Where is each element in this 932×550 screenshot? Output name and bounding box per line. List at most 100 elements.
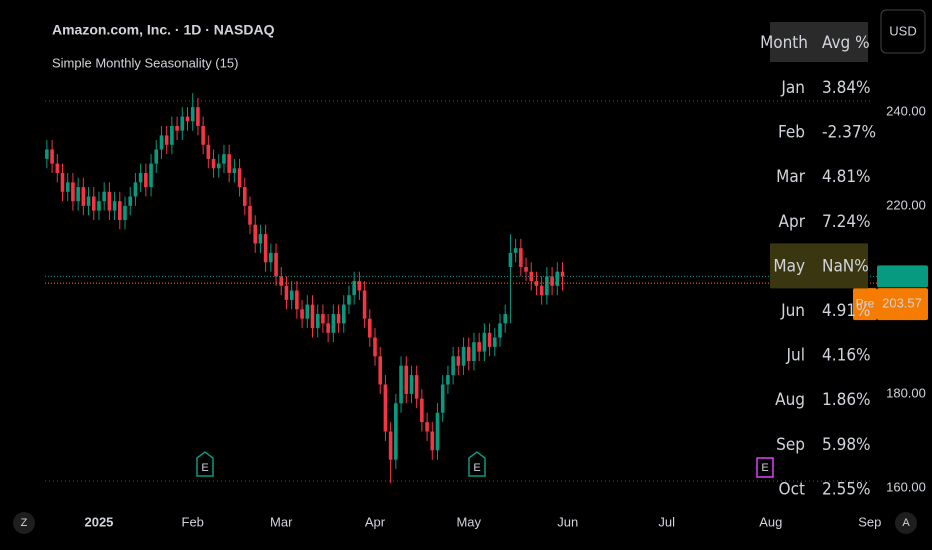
candle-body — [91, 196, 96, 211]
candle-body — [519, 248, 523, 267]
currency-button[interactable] — [880, 9, 926, 54]
candle-body — [513, 248, 518, 253]
y-tick-label: 240.00 — [886, 103, 926, 118]
candle-body — [149, 163, 153, 188]
table-month: May — [773, 256, 805, 276]
candle-body — [242, 187, 247, 206]
candle-body — [196, 107, 200, 126]
candle-body — [550, 276, 554, 286]
axis-button-label: Z — [21, 517, 28, 529]
candle-body — [253, 224, 258, 244]
candle-body — [138, 172, 143, 183]
candle-body — [206, 144, 211, 159]
candle-body — [456, 356, 461, 366]
table-header: Avg % — [822, 33, 870, 53]
svg-text:E: E — [201, 462, 208, 474]
x-tick-label: Feb — [182, 514, 204, 529]
candle-body — [472, 342, 476, 361]
candle-body — [164, 135, 169, 145]
candle-body — [45, 149, 49, 159]
premarket-price-box — [877, 288, 928, 321]
candle-body — [258, 234, 263, 244]
candle-body — [508, 252, 513, 267]
earnings-marker[interactable]: E — [196, 451, 214, 477]
candle-body — [477, 342, 481, 352]
table-value: NaN% — [822, 256, 869, 276]
earnings-marker[interactable]: E — [468, 451, 486, 477]
table-month: Aug — [775, 390, 805, 410]
candle-body — [144, 172, 148, 188]
candle-body — [159, 135, 164, 150]
x-tick-label: 2025 — [84, 514, 113, 529]
candle-body — [545, 276, 549, 296]
currency-label: USD — [889, 23, 916, 38]
table-value: 3.84% — [822, 78, 871, 98]
candle-body — [154, 149, 159, 164]
candle-body — [55, 163, 60, 173]
y-tick-label: 160.00 — [886, 479, 926, 494]
table-value: 5.98% — [822, 435, 871, 455]
candle-body — [430, 431, 435, 451]
candle-body — [352, 281, 356, 296]
candle-body — [555, 271, 560, 286]
last-price-box — [877, 265, 928, 288]
table-month: Jun — [780, 301, 805, 321]
candle-body — [373, 337, 377, 357]
premarket-tag: Pre — [856, 296, 875, 310]
candle-body — [524, 266, 528, 272]
candle-body — [451, 356, 455, 376]
candle-body — [560, 271, 565, 277]
candle-body — [498, 323, 502, 338]
candle-body — [321, 313, 325, 324]
candle-body — [357, 281, 362, 291]
candle-body — [310, 304, 315, 329]
candle-body — [175, 125, 179, 131]
candle-body — [399, 365, 403, 404]
candle-body — [170, 125, 174, 145]
table-month: Feb — [778, 123, 805, 143]
svg-text:E: E — [473, 462, 480, 474]
candle-body — [263, 234, 268, 263]
candle-body — [461, 346, 466, 366]
candle-body — [295, 290, 299, 310]
candle-body — [86, 196, 91, 206]
candle-body — [50, 149, 54, 164]
table-value: 2.55% — [822, 479, 871, 499]
candle-body — [420, 398, 424, 423]
candle-body — [383, 384, 388, 432]
table-value: 4.16% — [822, 346, 871, 366]
candle-body — [394, 403, 398, 460]
axis-button[interactable] — [895, 512, 917, 534]
earnings-marker[interactable]: E — [756, 457, 774, 478]
candle-body — [404, 365, 409, 394]
table-value: -2.37% — [822, 123, 876, 143]
table-month: Sep — [776, 435, 805, 455]
axis-button-label: A — [902, 517, 910, 529]
candle-body — [112, 201, 117, 211]
x-tick-label: Mar — [270, 514, 293, 529]
chart-title: Amazon.com, Inc. · 1D · NASDAQ — [52, 22, 275, 38]
table-month: Oct — [779, 479, 805, 499]
candle-body — [367, 318, 372, 338]
candle-body — [128, 196, 133, 206]
candle-body — [539, 285, 544, 296]
candle-body — [336, 313, 341, 324]
table-header-bg — [770, 22, 868, 62]
candle-body — [216, 163, 221, 169]
x-tick-label: Apr — [365, 514, 386, 529]
table-value: 4.81% — [822, 167, 871, 187]
candle-body — [269, 252, 273, 263]
candle-body — [425, 422, 429, 432]
table-month: Jul — [786, 346, 805, 366]
candle-body — [185, 116, 190, 122]
candle-body — [71, 182, 75, 202]
candle-body — [60, 172, 65, 192]
candle-body — [534, 281, 539, 286]
table-value: 4.91% — [822, 301, 871, 321]
candle-body — [232, 168, 237, 173]
candle-body — [300, 309, 304, 319]
table-value: 7.24% — [822, 212, 871, 232]
axis-button[interactable] — [13, 512, 35, 534]
y-tick-label: 220.00 — [886, 197, 926, 212]
